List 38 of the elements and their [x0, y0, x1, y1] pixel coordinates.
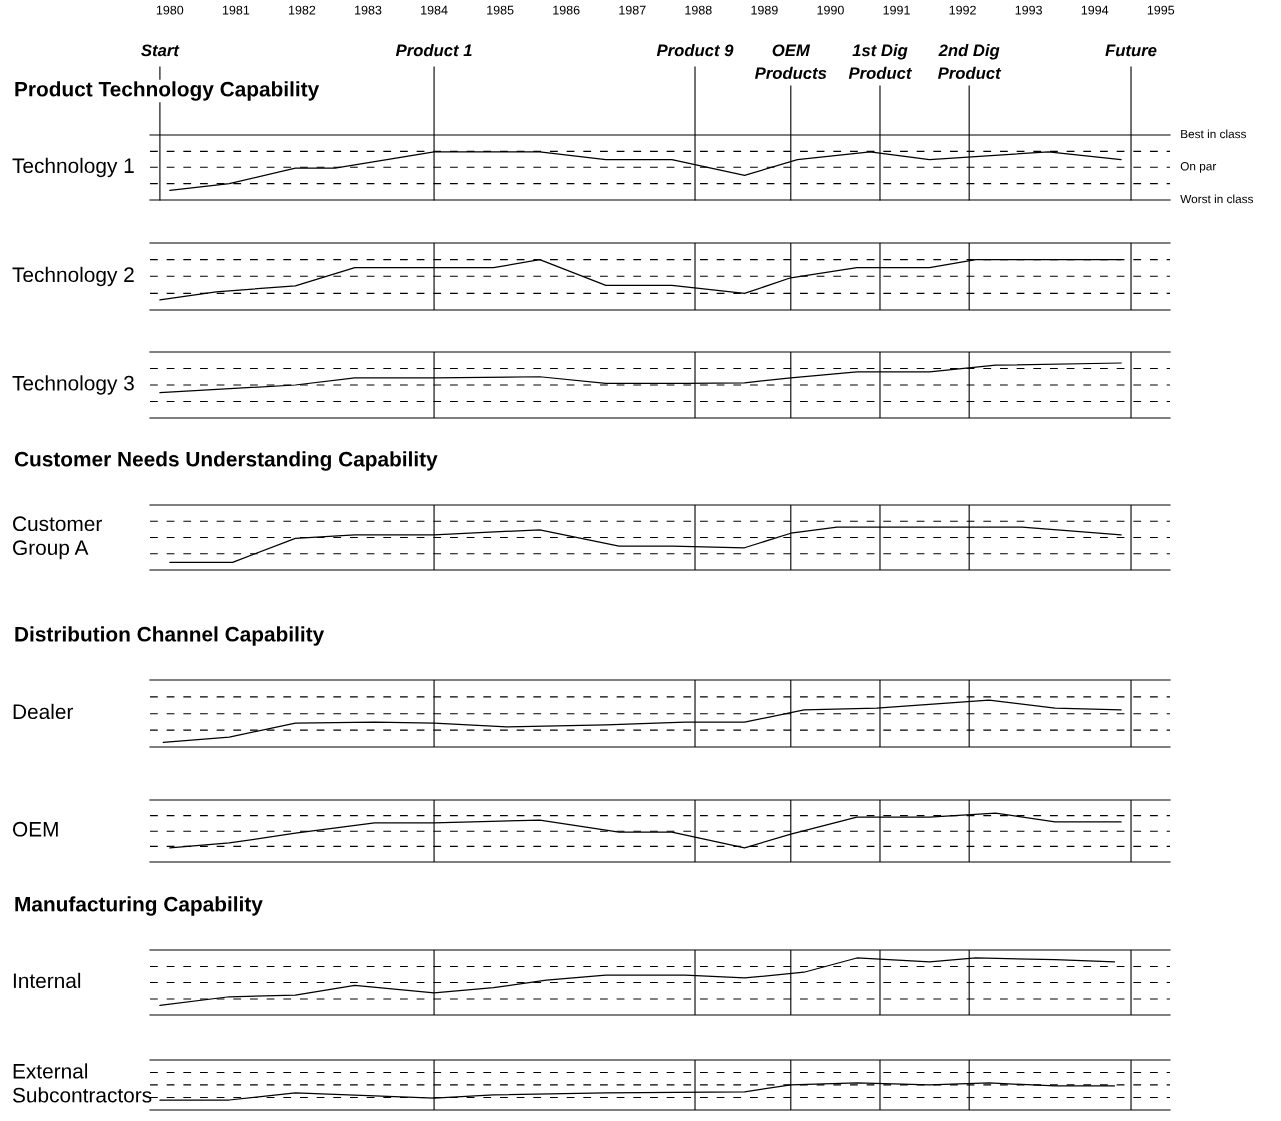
x-tick-label: 1985: [487, 5, 514, 15]
x-tick-label: 1991: [883, 5, 910, 15]
x-tick-label: 1995: [1147, 5, 1175, 15]
x-tick-label: 1994: [1081, 5, 1109, 15]
ref-line-label: 1st Dig Product: [848, 44, 913, 80]
x-tick-label: 1982: [288, 5, 316, 15]
y-axis-title: OEM: [12, 821, 58, 837]
chart-title: Distribution Channel Capability: [15, 626, 325, 646]
y-axis-title: External Subcontractors: [12, 1063, 152, 1103]
x-tick-label: 1987: [619, 5, 646, 15]
y-axis-title: Internal: [13, 972, 81, 989]
x-tick-label: 1981: [222, 5, 250, 15]
ref-line-label: Start: [141, 44, 180, 57]
ref-line-label: On par: [1180, 162, 1217, 173]
chart-title: Customer Needs Understanding Capability: [14, 451, 438, 471]
y-axis-title: Customer Group A: [13, 516, 102, 560]
y-axis-title: Technology 3: [12, 375, 134, 395]
text: Worst in class: [1180, 194, 1254, 204]
ref-line-label: OEM Products: [754, 44, 827, 80]
y-axis-title: Technology 1: [12, 157, 134, 178]
x-tick-label: 1990: [817, 5, 844, 15]
ref-line-label: Best in class: [1181, 129, 1247, 139]
ref-line-label: Product 9: [656, 44, 734, 57]
x-tick-label: 1989: [751, 5, 778, 15]
x-tick-label: 1993: [1015, 5, 1042, 15]
x-tick-label: 1988: [685, 5, 712, 15]
x-tick-label: 1984: [421, 5, 448, 15]
ref-line-label: 2nd Dig Product: [937, 44, 1002, 80]
y-axis-title: Dealer: [13, 703, 74, 720]
y-axis-title: Technology 2: [12, 266, 134, 287]
ref-line-label: Future: [1105, 44, 1157, 57]
chart-title: Product Technology Capability: [15, 81, 320, 101]
x-tick-label: 1983: [355, 5, 382, 15]
x-tick-label: 1986: [553, 5, 580, 15]
ref-line-label: Product 1: [395, 44, 472, 57]
x-tick-label: 1980: [156, 5, 184, 15]
x-tick-label: 1992: [949, 5, 976, 15]
chart-title: Manufacturing Capability: [15, 896, 263, 916]
